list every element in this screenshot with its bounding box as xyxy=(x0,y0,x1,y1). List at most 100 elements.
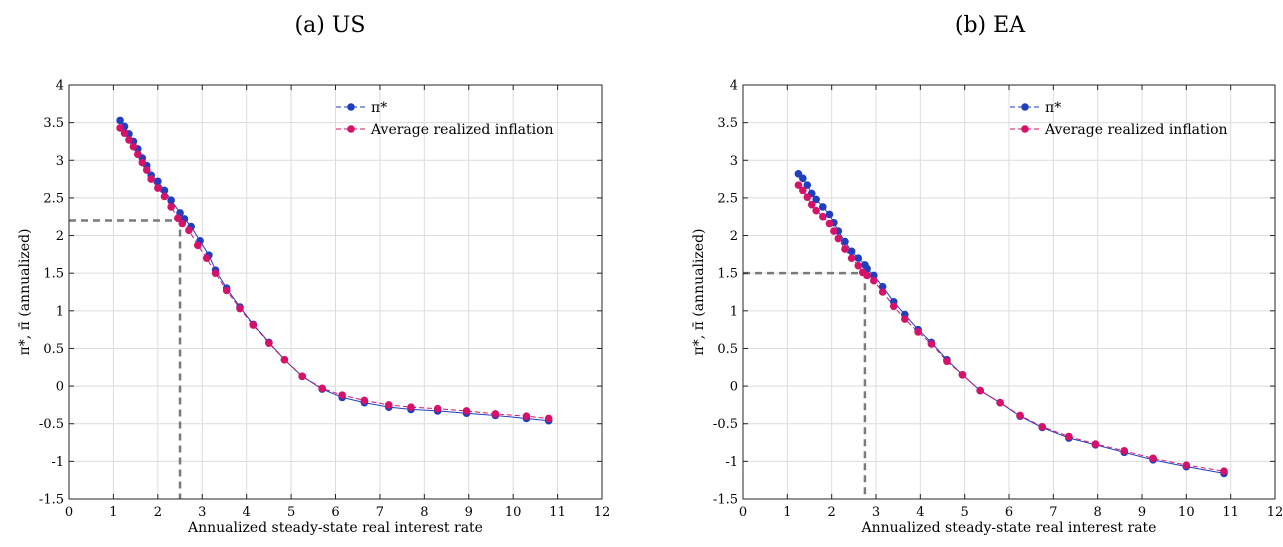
x-tick-label: 11 xyxy=(1222,505,1239,520)
x-tick-label: 8 xyxy=(1094,505,1102,520)
data-point xyxy=(338,391,346,399)
data-point xyxy=(878,288,887,296)
data-point xyxy=(462,407,471,415)
x-tick-label: 2 xyxy=(828,505,836,520)
legend-label: Average realized inflation xyxy=(1044,122,1228,138)
data-point xyxy=(803,193,812,201)
data-point xyxy=(1120,447,1129,455)
data-point xyxy=(116,116,124,125)
x-tick-label: 3 xyxy=(198,505,206,520)
data-point xyxy=(863,271,871,280)
y-tick-label: -1 xyxy=(725,455,738,470)
y-tick-label: 3 xyxy=(56,154,64,169)
x-tick-label: 12 xyxy=(594,505,611,520)
y-tick-label: 0 xyxy=(56,380,64,395)
legend: π* Average realized inflation xyxy=(1010,100,1228,138)
series-line-pi-star xyxy=(798,173,1225,474)
data-point xyxy=(544,414,553,423)
data-point xyxy=(236,304,244,313)
data-point xyxy=(1091,440,1100,448)
legend-marker xyxy=(1021,125,1029,133)
data-point xyxy=(174,214,182,223)
x-tick-label: 0 xyxy=(65,505,73,520)
legend: π* Average realized inflation xyxy=(336,100,554,138)
data-point xyxy=(407,403,415,411)
data-point xyxy=(878,282,887,291)
data-point xyxy=(869,271,878,280)
data-point xyxy=(914,328,922,336)
y-tick-label: 1.5 xyxy=(43,267,64,282)
series-points-pi-star xyxy=(794,170,1228,478)
legend-marker xyxy=(1021,103,1029,111)
y-tick-label: 2.5 xyxy=(717,191,738,206)
series-points-realized xyxy=(794,181,1228,475)
y-tick-label: 2.5 xyxy=(43,191,64,206)
data-point xyxy=(222,286,231,295)
data-point xyxy=(1182,461,1191,469)
y-tick-label: 3.5 xyxy=(43,116,64,131)
data-point xyxy=(825,219,834,228)
data-point xyxy=(812,206,820,215)
x-tick-label: 9 xyxy=(465,505,473,520)
data-point xyxy=(803,181,812,189)
data-point xyxy=(154,177,162,186)
x-tick-label: 4 xyxy=(916,505,924,520)
legend-marker xyxy=(347,125,355,133)
data-point xyxy=(211,269,220,277)
x-tick-label: 6 xyxy=(331,505,339,520)
y-tick-label: 3 xyxy=(730,154,738,169)
data-point xyxy=(854,254,863,262)
data-point xyxy=(154,184,162,192)
data-point xyxy=(807,200,816,209)
data-point xyxy=(1016,411,1024,420)
data-point xyxy=(178,219,187,228)
data-point xyxy=(167,196,175,204)
y-tick-label: 1 xyxy=(730,304,738,319)
y-tick-label: 1 xyxy=(56,304,64,319)
data-point xyxy=(1220,467,1228,475)
y-tick-label: -0.5 xyxy=(713,417,738,432)
series-points-realized xyxy=(116,124,553,423)
data-point xyxy=(318,384,326,393)
x-tick-label: 9 xyxy=(1138,505,1146,520)
series-points-pi-star xyxy=(116,116,553,425)
data-point xyxy=(799,174,807,183)
y-tick-label: 3.5 xyxy=(717,116,738,131)
data-point xyxy=(825,210,834,219)
data-point xyxy=(819,212,827,221)
legend-label: π* xyxy=(1045,100,1061,116)
x-tick-label: 4 xyxy=(243,505,251,520)
x-tick-label: 10 xyxy=(505,505,522,520)
data-point xyxy=(1149,454,1157,463)
x-tick-label: 6 xyxy=(1005,505,1013,520)
data-point xyxy=(120,129,129,137)
data-point xyxy=(841,245,849,253)
data-point xyxy=(138,158,147,167)
x-tick-label: 8 xyxy=(420,505,428,520)
y-tick-label: -1.5 xyxy=(39,493,64,508)
data-point xyxy=(812,195,820,204)
x-tick-label: 11 xyxy=(549,505,566,520)
series-line-realized xyxy=(798,184,1225,472)
y-tick-label: 2 xyxy=(56,229,64,244)
data-point xyxy=(958,371,967,379)
data-point xyxy=(360,396,369,405)
data-point xyxy=(147,175,155,183)
data-point xyxy=(794,181,803,189)
y-tick-label: 0.5 xyxy=(717,342,738,357)
reference-line xyxy=(69,219,182,499)
data-point xyxy=(854,261,863,270)
x-tick-label: 7 xyxy=(376,505,384,520)
y-axis-label: π*, π̄ (annualized) xyxy=(691,229,707,356)
x-tick-label: 1 xyxy=(109,505,117,520)
x-tick-label: 7 xyxy=(1049,505,1057,520)
y-tick-label: 0 xyxy=(730,380,738,395)
x-tick-label: 3 xyxy=(872,505,880,520)
data-point xyxy=(265,339,273,347)
y-tick-label: 2 xyxy=(730,229,738,244)
x-axis-label: Annualized steady-state real interest ra… xyxy=(187,520,483,536)
data-point xyxy=(160,186,169,195)
data-point xyxy=(185,226,193,235)
data-point xyxy=(142,166,151,174)
